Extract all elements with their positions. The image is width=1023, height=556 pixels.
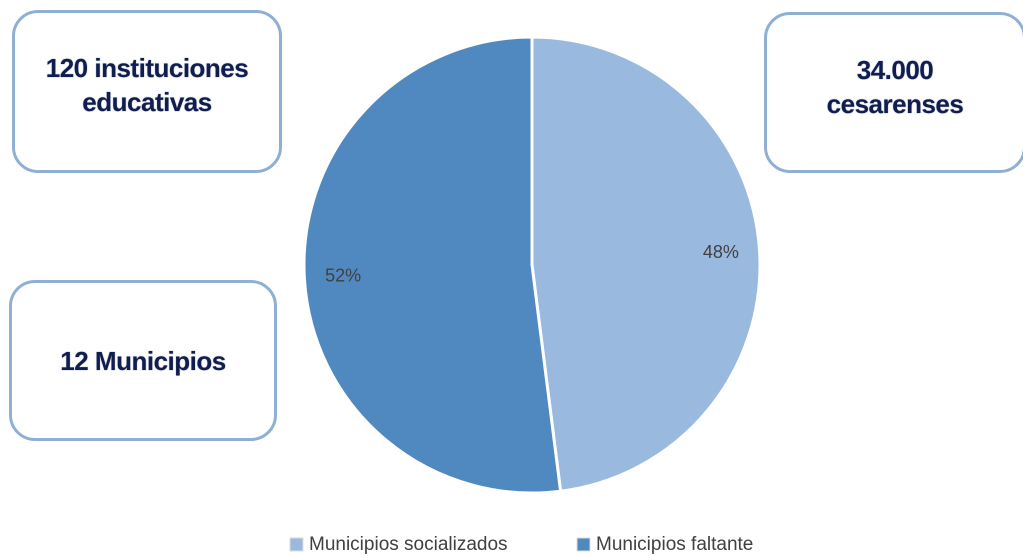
value-label: 52% [325,266,361,286]
legend-label: Municipios socializados [309,534,508,555]
legend-swatch [289,537,304,552]
legend-label: Municipios faltante [596,534,753,555]
legend-swatch [576,537,591,552]
info-box: 12 Municipios [9,280,277,441]
info-box: 120 instituciones educativas [12,10,282,173]
pie-slice [302,35,563,495]
info-box: 34.000 cesarenses [764,12,1023,173]
value-label: 48% [703,242,739,262]
pie-slice [530,35,762,493]
